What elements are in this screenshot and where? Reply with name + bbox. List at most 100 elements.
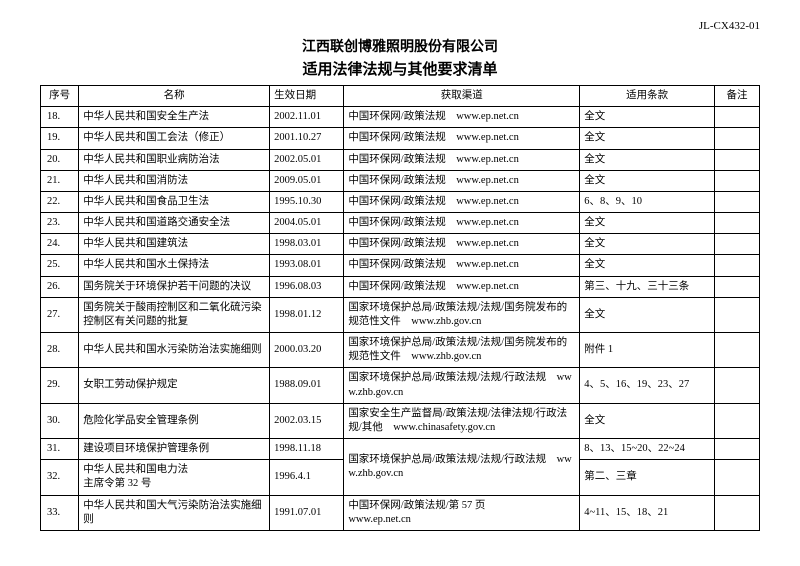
cell-no: 20. xyxy=(41,149,79,170)
cell-clause: 全文 xyxy=(580,128,715,149)
cell-remark xyxy=(715,191,760,212)
header-clause: 适用条款 xyxy=(580,86,715,107)
cell-name: 中华人民共和国食品卫生法 xyxy=(79,191,270,212)
cell-name: 中华人民共和国建筑法 xyxy=(79,234,270,255)
cell-clause: 4、5、16、19、23、27 xyxy=(580,368,715,403)
table-row: 23.中华人民共和国道路交通安全法2004.05.01中国环保网/政策法规 ww… xyxy=(41,213,760,234)
cell-date: 2002.03.15 xyxy=(270,403,344,438)
cell-date: 1988.09.01 xyxy=(270,368,344,403)
cell-remark xyxy=(715,368,760,403)
cell-name: 女职工劳动保护规定 xyxy=(79,368,270,403)
cell-remark xyxy=(715,170,760,191)
cell-remark xyxy=(715,276,760,297)
cell-source: 中国环保网/政策法规 www.ep.net.cn xyxy=(344,107,580,128)
cell-clause: 第二、三章 xyxy=(580,460,715,495)
cell-source: 中国环保网/政策法规 www.ep.net.cn xyxy=(344,191,580,212)
document-code: JL-CX432-01 xyxy=(40,20,760,32)
cell-source: 中国环保网/政策法规 www.ep.net.cn xyxy=(344,234,580,255)
cell-name: 建设项目环境保护管理条例 xyxy=(79,439,270,460)
cell-name: 中华人民共和国职业病防治法 xyxy=(79,149,270,170)
cell-no: 28. xyxy=(41,333,79,368)
table-row: 33.中华人民共和国大气污染防治法实施细则1991.07.01中国环保网/政策法… xyxy=(41,495,760,530)
cell-date: 2002.11.01 xyxy=(270,107,344,128)
cell-no: 25. xyxy=(41,255,79,276)
cell-clause: 6、8、9、10 xyxy=(580,191,715,212)
cell-source: 国家环境保护总局/政策法规/法规/国务院发布的规范性文件 www.zhb.gov… xyxy=(344,297,580,332)
company-name: 江西联创博雅照明股份有限公司 xyxy=(40,36,760,56)
cell-clause: 全文 xyxy=(580,213,715,234)
table-row: 29.女职工劳动保护规定1988.09.01国家环境保护总局/政策法规/法规/行… xyxy=(41,368,760,403)
cell-name: 国务院关于酸雨控制区和二氧化硫污染控制区有关问题的批复 xyxy=(79,297,270,332)
cell-no: 26. xyxy=(41,276,79,297)
cell-remark xyxy=(715,128,760,149)
cell-remark xyxy=(715,107,760,128)
cell-clause: 附件 1 xyxy=(580,333,715,368)
cell-clause: 全文 xyxy=(580,170,715,191)
cell-date: 1996.4.1 xyxy=(270,460,344,495)
cell-source: 中国环保网/政策法规 www.ep.net.cn xyxy=(344,170,580,191)
cell-name: 危险化学品安全管理条例 xyxy=(79,403,270,438)
cell-date: 2002.05.01 xyxy=(270,149,344,170)
cell-clause: 全文 xyxy=(580,107,715,128)
cell-date: 1993.08.01 xyxy=(270,255,344,276)
cell-no: 33. xyxy=(41,495,79,530)
cell-date: 1998.11.18 xyxy=(270,439,344,460)
cell-source: 国家安全生产监督局/政策法规/法律法规/行政法规/其他 www.chinasaf… xyxy=(344,403,580,438)
cell-no: 23. xyxy=(41,213,79,234)
header-date: 生效日期 xyxy=(270,86,344,107)
cell-clause: 第三、十九、三十三条 xyxy=(580,276,715,297)
cell-date: 1991.07.01 xyxy=(270,495,344,530)
table-row: 24.中华人民共和国建筑法1998.03.01中国环保网/政策法规 www.ep… xyxy=(41,234,760,255)
cell-no: 22. xyxy=(41,191,79,212)
cell-name: 国务院关于环境保护若干问题的决议 xyxy=(79,276,270,297)
table-row: 25.中华人民共和国水土保持法1993.08.01中国环保网/政策法规 www.… xyxy=(41,255,760,276)
table-header-row: 序号 名称 生效日期 获取渠道 适用条款 备注 xyxy=(41,86,760,107)
cell-name: 中华人民共和国水污染防治法实施细则 xyxy=(79,333,270,368)
table-row: 18.中华人民共和国安全生产法2002.11.01中国环保网/政策法规 www.… xyxy=(41,107,760,128)
cell-date: 2000.03.20 xyxy=(270,333,344,368)
cell-name: 中华人民共和国工会法（修正） xyxy=(79,128,270,149)
cell-remark xyxy=(715,234,760,255)
table-row: 31.建设项目环境保护管理条例1998.11.18国家环境保护总局/政策法规/法… xyxy=(41,439,760,460)
cell-remark xyxy=(715,213,760,234)
cell-source: 国家环境保护总局/政策法规/法规/行政法规 www.zhb.gov.cn xyxy=(344,368,580,403)
cell-source: 中国环保网/政策法规 www.ep.net.cn xyxy=(344,255,580,276)
cell-clause: 全文 xyxy=(580,234,715,255)
cell-clause: 全文 xyxy=(580,297,715,332)
cell-source: 中国环保网/政策法规 www.ep.net.cn xyxy=(344,213,580,234)
cell-name: 中华人民共和国消防法 xyxy=(79,170,270,191)
cell-source: 国家环境保护总局/政策法规/法规/行政法规 www.zhb.gov.cn xyxy=(344,439,580,496)
cell-date: 1995.10.30 xyxy=(270,191,344,212)
cell-no: 31. xyxy=(41,439,79,460)
cell-no: 30. xyxy=(41,403,79,438)
header-source: 获取渠道 xyxy=(344,86,580,107)
cell-no: 18. xyxy=(41,107,79,128)
regulations-table: 序号 名称 生效日期 获取渠道 适用条款 备注 18.中华人民共和国安全生产法2… xyxy=(40,85,760,531)
cell-no: 24. xyxy=(41,234,79,255)
cell-clause: 8、13、15~20、22~24 xyxy=(580,439,715,460)
cell-name: 中华人民共和国大气污染防治法实施细则 xyxy=(79,495,270,530)
table-row: 28.中华人民共和国水污染防治法实施细则2000.03.20国家环境保护总局/政… xyxy=(41,333,760,368)
table-row: 19.中华人民共和国工会法（修正）2001.10.27中国环保网/政策法规 ww… xyxy=(41,128,760,149)
table-row: 30.危险化学品安全管理条例2002.03.15国家安全生产监督局/政策法规/法… xyxy=(41,403,760,438)
cell-source: 中国环保网/政策法规 www.ep.net.cn xyxy=(344,276,580,297)
table-row: 26.国务院关于环境保护若干问题的决议1996.08.03中国环保网/政策法规 … xyxy=(41,276,760,297)
cell-remark xyxy=(715,149,760,170)
header-name: 名称 xyxy=(79,86,270,107)
cell-source: 中国环保网/政策法规 www.ep.net.cn xyxy=(344,128,580,149)
cell-no: 29. xyxy=(41,368,79,403)
cell-no: 19. xyxy=(41,128,79,149)
header-remark: 备注 xyxy=(715,86,760,107)
table-row: 27.国务院关于酸雨控制区和二氧化硫污染控制区有关问题的批复1998.01.12… xyxy=(41,297,760,332)
cell-no: 27. xyxy=(41,297,79,332)
cell-clause: 全文 xyxy=(580,149,715,170)
cell-source: 中国环保网/政策法规 www.ep.net.cn xyxy=(344,149,580,170)
document-title: 适用法律法规与其他要求清单 xyxy=(40,58,760,79)
cell-remark xyxy=(715,439,760,460)
cell-name: 中华人民共和国安全生产法 xyxy=(79,107,270,128)
cell-clause: 全文 xyxy=(580,403,715,438)
cell-date: 2009.05.01 xyxy=(270,170,344,191)
cell-source: 中国环保网/政策法规/第 57 页 www.ep.net.cn xyxy=(344,495,580,530)
cell-source: 国家环境保护总局/政策法规/法规/国务院发布的规范性文件 www.zhb.gov… xyxy=(344,333,580,368)
header-no: 序号 xyxy=(41,86,79,107)
